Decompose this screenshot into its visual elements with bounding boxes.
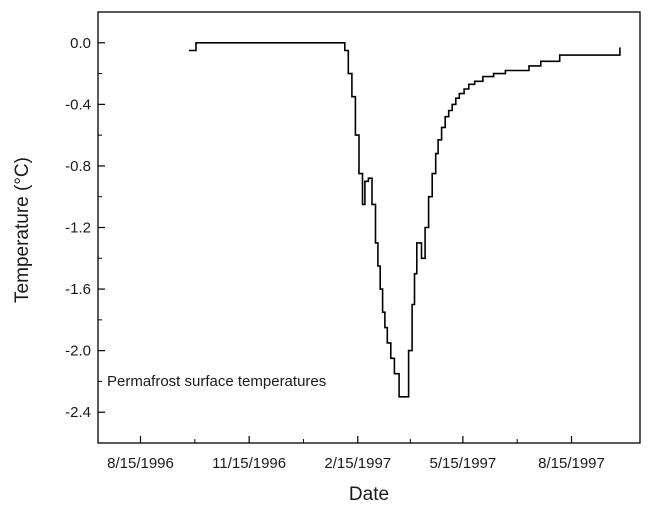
y-tick-label: -0.4 (65, 96, 91, 113)
x-tick-label: 5/15/1997 (430, 455, 497, 472)
series-layer (188, 42, 621, 398)
y-tick-label: -1.6 (65, 281, 91, 298)
temperature-series-line (188, 42, 621, 398)
x-tick-label: 11/15/1996 (212, 455, 286, 472)
x-axis-ticks: 8/15/1996 11/15/1996 2/15/1997 5/15/1997 8/1… (107, 436, 605, 472)
y-axis-title: Temperature (°C) (12, 157, 33, 303)
y-tick-label: -2.0 (65, 343, 91, 360)
y-tick-label: -2.4 (65, 404, 91, 421)
x-tick-label: 8/15/1996 (107, 455, 174, 472)
annotation-label: Permafrost surface temperatures (107, 373, 326, 390)
x-tick-label: 2/15/1997 (324, 455, 391, 472)
y-tick-label: -1.2 (65, 220, 91, 237)
x-tick-label: 8/15/1997 (538, 455, 605, 472)
y-tick-label: 0.0 (70, 35, 91, 52)
y-tick-label: -0.8 (65, 158, 91, 175)
y-axis-ticks: 0.0 -0.4 -0.8 -1.2 -1.6 -2.0 -2.4 (65, 35, 105, 421)
x-axis-title: Date (349, 484, 389, 505)
